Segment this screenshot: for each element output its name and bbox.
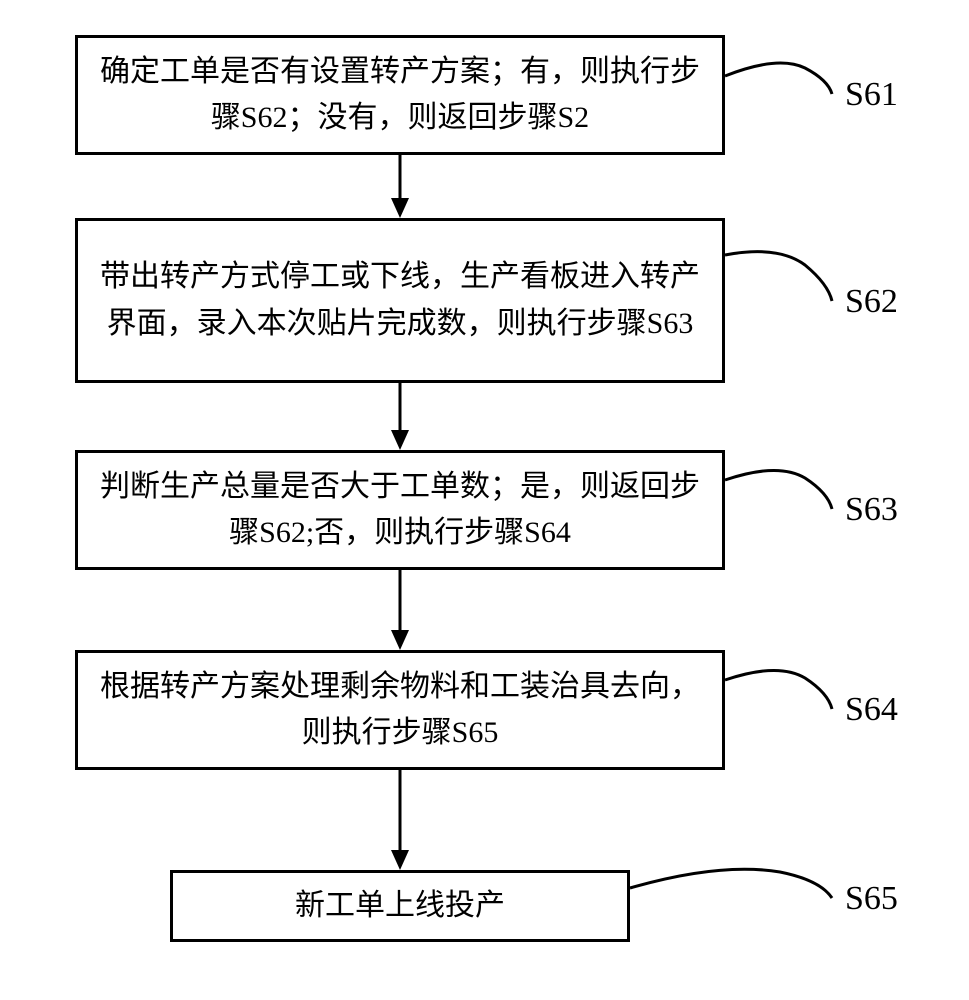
flowchart-canvas: 确定工单是否有设置转产方案；有，则执行步骤S62；没有，则返回步骤S2 S61 … xyxy=(0,0,969,1000)
callout-s65 xyxy=(0,0,969,1000)
step-label-s65: S65 xyxy=(845,880,898,918)
